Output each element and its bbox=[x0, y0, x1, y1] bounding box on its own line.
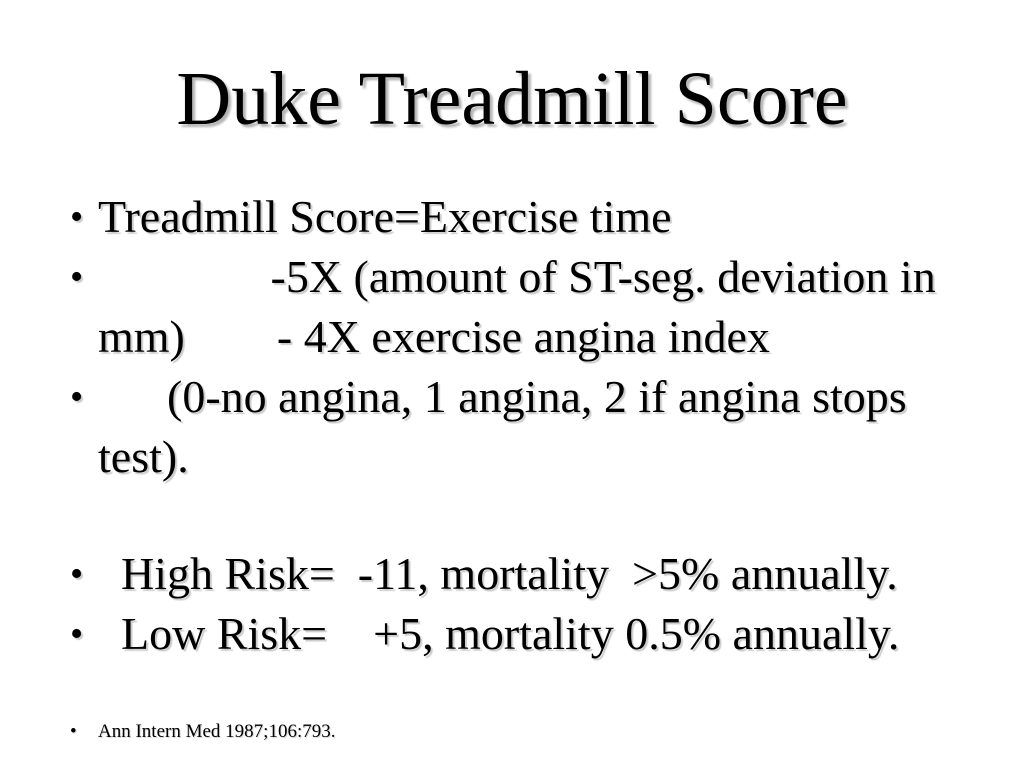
bullet-group-risk: • High Risk= -11, mortality >5% annually… bbox=[62, 544, 996, 664]
bullet-item-treadmill-score: • Treadmill Score=Exercise time bbox=[62, 187, 996, 247]
bullet-line: Treadmill Score=Exercise time bbox=[98, 191, 672, 242]
bullet-icon: • bbox=[70, 196, 84, 238]
bullet-icon: • bbox=[70, 613, 84, 655]
bullet-line: test). bbox=[98, 431, 189, 482]
slide-body: • Treadmill Score=Exercise time • -5X (a… bbox=[62, 187, 996, 664]
bullet-line: -5X (amount of ST-seg. deviation in bbox=[98, 251, 936, 302]
bullet-item-low-risk: • Low Risk= +5, mortality 0.5% annually. bbox=[62, 604, 996, 664]
bullet-icon: • bbox=[70, 376, 84, 418]
bullet-line: (0-no angina, 1 angina, 2 if angina stop… bbox=[98, 371, 907, 422]
bullet-item-high-risk: • High Risk= -11, mortality >5% annually… bbox=[62, 544, 996, 604]
bullet-icon: • bbox=[70, 553, 84, 595]
bullet-icon: • bbox=[70, 721, 77, 742]
bullet-item-angina-index: • (0-no angina, 1 angina, 2 if angina st… bbox=[62, 367, 996, 487]
page-title: Duke Treadmill Score bbox=[176, 57, 848, 141]
bullet-line: Low Risk= +5, mortality 0.5% annually. bbox=[98, 608, 900, 659]
bullet-icon: • bbox=[70, 256, 84, 298]
footnote-row: • Ann Intern Med 1987;106:793. bbox=[62, 720, 335, 744]
bullet-group-formula: • Treadmill Score=Exercise time • -5X (a… bbox=[62, 187, 996, 487]
footnote-citation: Ann Intern Med 1987;106:793. bbox=[98, 721, 336, 742]
bullet-item-st-seg: • -5X (amount of ST-seg. deviation in mm… bbox=[62, 247, 996, 367]
bullet-line: mm) - 4X exercise angina index bbox=[98, 311, 770, 362]
bullet-line: High Risk= -11, mortality >5% annually. bbox=[98, 548, 898, 599]
